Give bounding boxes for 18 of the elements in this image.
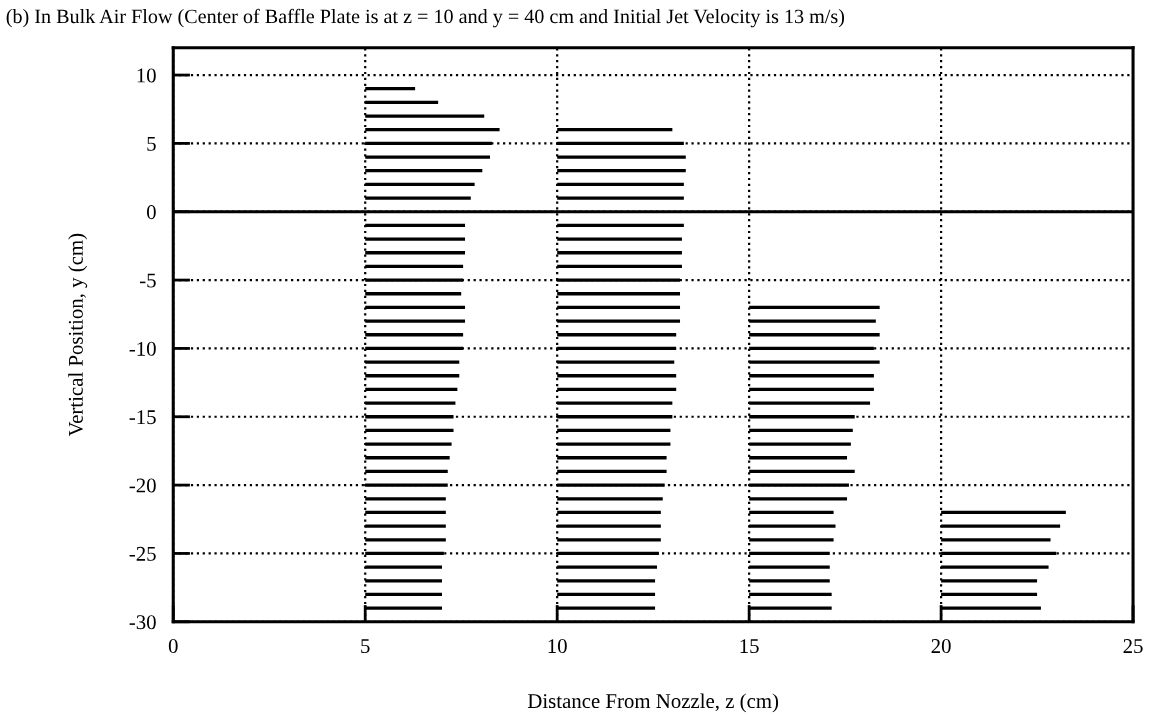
y-tick-label: -20 — [129, 478, 156, 493]
y-tick-label: 0 — [146, 205, 156, 220]
y-tick-label: 10 — [137, 68, 156, 83]
x-tick-label: 10 — [548, 639, 567, 654]
x-tick-label: 5 — [361, 639, 370, 654]
x-tick-label: 15 — [740, 639, 759, 654]
y-axis-title: Vertical Position, y (cm) — [68, 233, 88, 437]
x-axis-title: Distance From Nozzle, z (cm) — [527, 693, 779, 713]
y-tick-label: 5 — [147, 136, 156, 151]
chart-title: (b) In Bulk Air Flow (Center of Baffle Plate is at z = 10 and y = 40 cm and Initial Jet Velocity is 13 m/s) — [6, 8, 845, 28]
x-tick-label: 25 — [1123, 639, 1143, 654]
y-tick-label: -30 — [129, 615, 156, 630]
y-tick-label: -5 — [140, 273, 156, 288]
x-tick-label: 0 — [168, 639, 178, 654]
y-tick-label: -15 — [129, 410, 156, 425]
y-tick-label: -10 — [129, 341, 156, 356]
x-tick-label: 20 — [931, 639, 951, 654]
y-tick-label: -25 — [129, 546, 156, 561]
